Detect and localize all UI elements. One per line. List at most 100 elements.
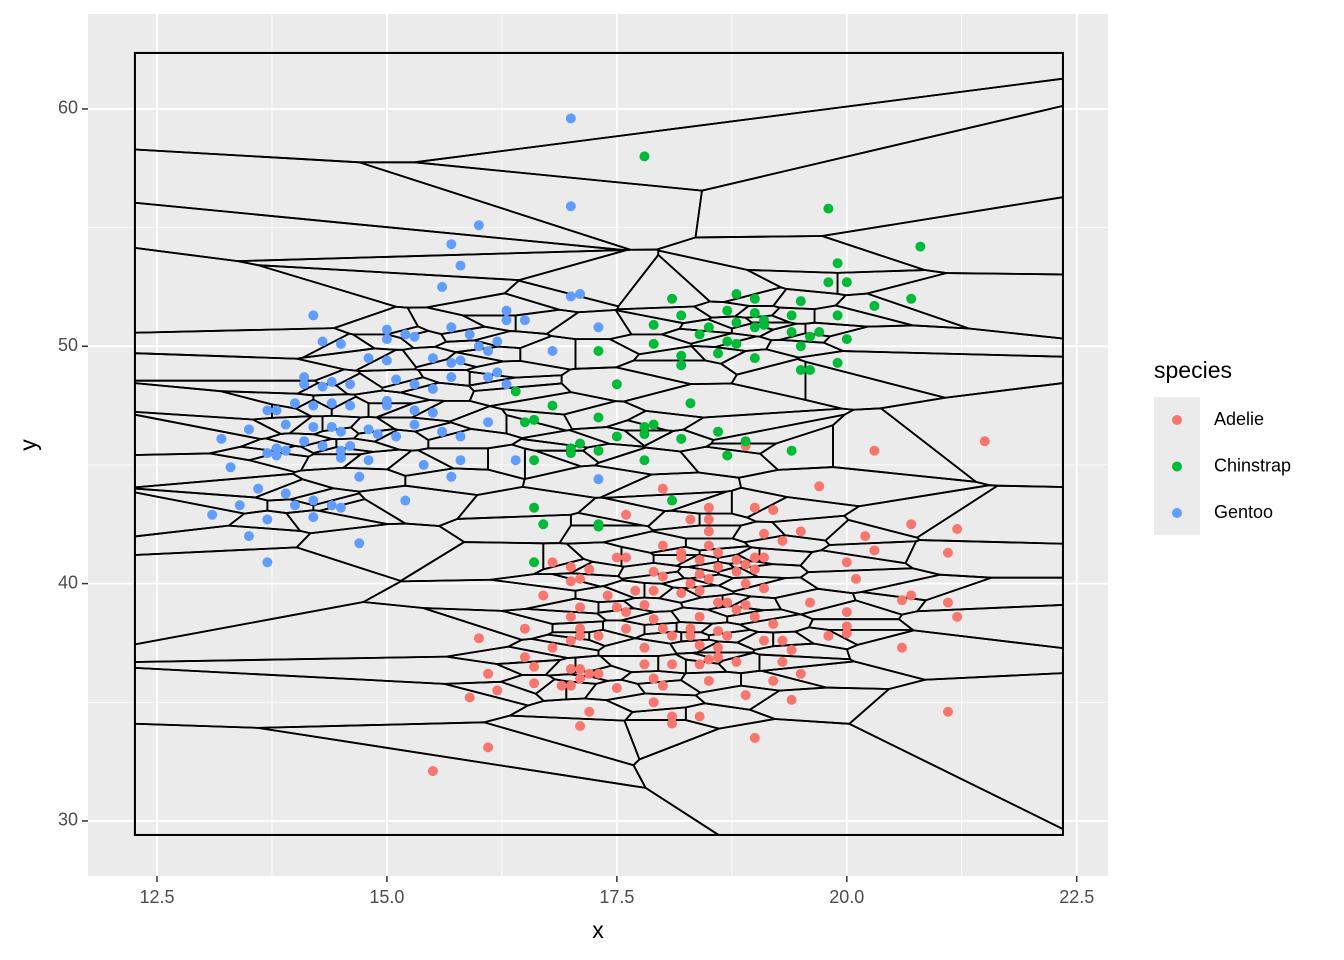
point <box>326 398 337 409</box>
point <box>768 675 779 686</box>
point <box>455 260 466 271</box>
point <box>243 424 254 435</box>
point <box>565 561 576 572</box>
point <box>473 633 484 644</box>
point <box>749 322 760 333</box>
point <box>685 398 696 409</box>
point <box>749 502 760 513</box>
voronoi-cell <box>265 432 333 448</box>
point <box>354 538 365 549</box>
point <box>556 680 567 691</box>
point <box>621 623 632 634</box>
point <box>860 531 871 542</box>
point <box>473 220 484 231</box>
point <box>703 573 714 584</box>
point <box>547 400 558 411</box>
point <box>713 642 724 653</box>
point <box>722 336 733 347</box>
point <box>713 652 724 663</box>
point <box>372 429 383 440</box>
voronoi-cell <box>521 464 653 499</box>
point <box>942 547 953 558</box>
point <box>207 509 218 520</box>
point <box>611 683 622 694</box>
point <box>593 322 604 333</box>
point <box>805 365 816 376</box>
point <box>565 201 576 212</box>
y-axis-title: y <box>15 439 41 451</box>
point <box>667 711 678 722</box>
point <box>575 623 586 634</box>
point <box>694 585 705 596</box>
point <box>492 367 503 378</box>
point <box>519 652 530 663</box>
point <box>299 379 310 390</box>
voronoi-cell <box>759 424 834 471</box>
point <box>280 445 291 456</box>
point <box>795 526 806 537</box>
voronoi-bounds <box>133 51 1064 836</box>
point <box>768 618 779 629</box>
point <box>529 661 540 672</box>
point <box>841 628 852 639</box>
point <box>740 436 751 447</box>
point <box>667 659 678 670</box>
point <box>317 381 328 392</box>
point <box>703 654 714 665</box>
point <box>455 355 466 366</box>
point <box>529 502 540 513</box>
point <box>501 315 512 326</box>
voronoi-cell <box>558 524 654 545</box>
voronoi-cell <box>295 522 466 582</box>
point <box>832 258 843 269</box>
point <box>446 471 457 482</box>
point <box>308 495 319 506</box>
x-tick-label: 15.0 <box>369 887 404 907</box>
point <box>676 588 687 599</box>
point <box>676 360 687 371</box>
legend-key <box>1172 415 1182 425</box>
point <box>243 531 254 542</box>
point <box>676 350 687 361</box>
point <box>538 590 549 601</box>
point <box>409 331 420 342</box>
point <box>759 635 770 646</box>
point <box>685 623 696 634</box>
point <box>777 535 788 546</box>
point <box>317 440 328 451</box>
point <box>942 706 953 717</box>
point <box>335 452 346 463</box>
point <box>749 552 760 563</box>
point <box>529 414 540 425</box>
point <box>464 692 475 703</box>
point <box>611 431 622 442</box>
point <box>694 329 705 340</box>
point <box>639 429 650 440</box>
point <box>648 673 659 684</box>
voronoi-cell <box>468 374 563 392</box>
legend-label: Chinstrap <box>1214 455 1291 475</box>
point <box>335 338 346 349</box>
point <box>584 706 595 717</box>
point <box>565 113 576 124</box>
point <box>906 519 917 530</box>
point <box>639 151 650 162</box>
point <box>759 319 770 330</box>
point <box>749 293 760 304</box>
point <box>832 357 843 368</box>
point <box>841 607 852 618</box>
point <box>823 630 834 641</box>
y-tick-label: 40 <box>58 572 78 592</box>
point <box>703 502 714 513</box>
point <box>841 277 852 288</box>
point <box>363 353 374 364</box>
point <box>271 450 282 461</box>
point <box>363 455 374 466</box>
x-axis-title: x <box>592 917 604 943</box>
point <box>473 341 484 352</box>
point <box>759 528 770 539</box>
point <box>216 433 227 444</box>
point <box>363 424 374 435</box>
point <box>648 419 659 430</box>
legend-key <box>1172 508 1182 518</box>
